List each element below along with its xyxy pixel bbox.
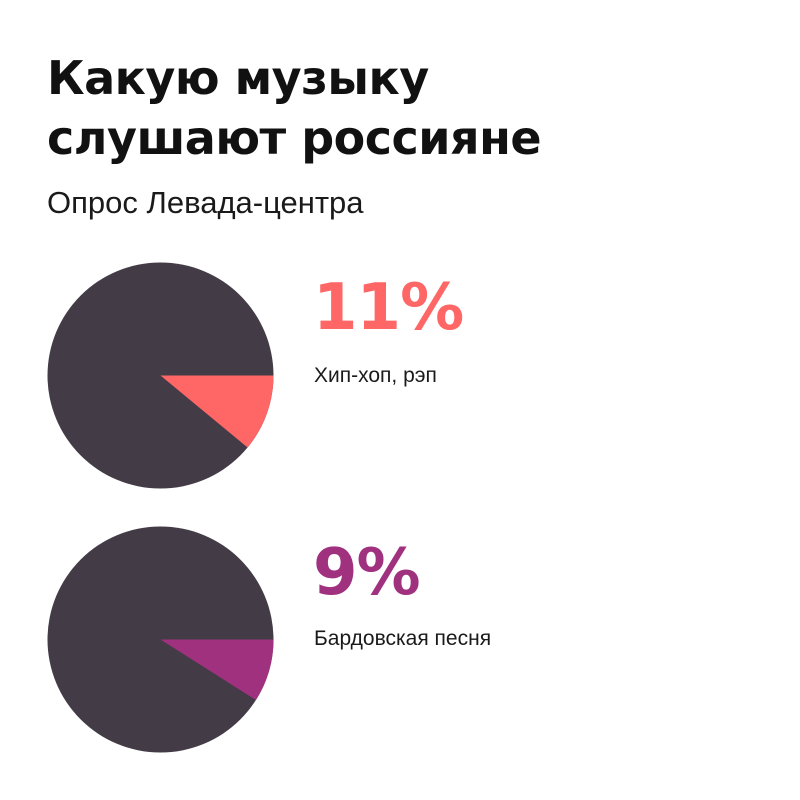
page-subtitle: Опрос Левада-центра bbox=[47, 185, 364, 220]
category-label-hip-hop: Хип-хоп, рэп bbox=[314, 364, 437, 387]
title-line-2: слушают россияне bbox=[47, 111, 542, 165]
page-title: Какую музыку слушают россияне bbox=[47, 48, 747, 168]
pie-chart-hip-hop bbox=[47, 262, 274, 489]
category-label-bard-song: Бардовская песня bbox=[314, 627, 492, 650]
percent-label-bard-song: 9% bbox=[313, 536, 421, 610]
title-line-1: Какую музыку bbox=[47, 51, 429, 105]
pie-slice-bard-song bbox=[160, 639, 274, 701]
pie-slice-hip-hop bbox=[160, 375, 274, 448]
pie-chart-bard-song bbox=[47, 526, 274, 753]
percent-label-hip-hop: 11% bbox=[313, 271, 464, 345]
